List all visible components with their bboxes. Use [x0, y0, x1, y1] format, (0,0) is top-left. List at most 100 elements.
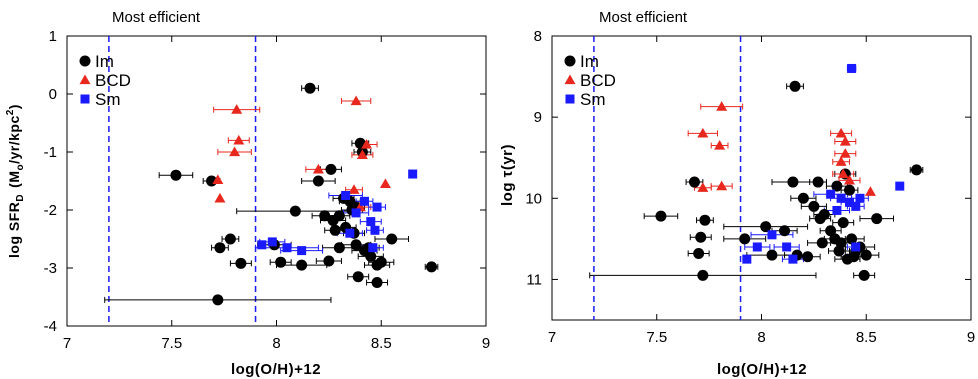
- y-tick-label: 1: [49, 28, 57, 45]
- data-point-im: [831, 180, 843, 192]
- legend-label-bcd: BCD: [95, 71, 131, 90]
- legend-marker-bcd: [79, 74, 91, 85]
- data-point-im: [816, 237, 828, 249]
- data-point-sm: [370, 225, 380, 235]
- data-point-im: [312, 175, 324, 187]
- data-point-bcd: [697, 127, 709, 138]
- data-point-sm: [408, 169, 418, 179]
- data-point-im: [212, 294, 224, 306]
- data-point-im: [818, 209, 830, 221]
- data-point-im: [860, 249, 872, 261]
- data-point-sm: [788, 254, 798, 264]
- data-point-sm: [359, 196, 369, 206]
- data-point-sm: [368, 243, 378, 253]
- x-tick-label: 9: [482, 335, 490, 352]
- legend-label-sm: Sm: [95, 90, 121, 109]
- data-point-bcd: [714, 140, 726, 150]
- x-tick-label: 9: [967, 329, 975, 346]
- data-point-im: [835, 237, 847, 249]
- data-point-sm: [851, 201, 861, 211]
- data-point-im: [789, 80, 801, 92]
- y-tick-label: -4: [44, 318, 57, 335]
- annotation-most-efficient: Most efficient: [112, 9, 201, 26]
- data-point-im: [352, 271, 364, 283]
- data-point-im: [333, 210, 345, 222]
- data-point-im: [235, 257, 247, 269]
- data-point-bcd: [214, 192, 226, 203]
- data-point-im: [296, 259, 308, 271]
- x-tick-label: 8: [272, 335, 280, 352]
- data-point-im: [911, 164, 923, 176]
- data-marks: [104, 36, 439, 326]
- x-axis-label: log(O/H)+12: [717, 361, 807, 378]
- data-point-im: [739, 233, 751, 245]
- x-tick-label: 7: [63, 335, 71, 352]
- data-point-im: [825, 225, 837, 237]
- data-point-bcd: [212, 174, 224, 184]
- data-point-im: [325, 163, 337, 175]
- data-point-im: [365, 250, 377, 262]
- data-point-im: [426, 261, 438, 273]
- data-point-bcd: [233, 134, 245, 145]
- legend-label-sm: Sm: [580, 90, 606, 109]
- data-point-sm: [826, 189, 836, 199]
- data-point-bcd: [697, 182, 709, 192]
- legend-marker-im: [564, 55, 576, 67]
- data-point-bcd: [843, 174, 855, 185]
- data-point-im: [871, 213, 883, 225]
- data-point-im: [350, 239, 362, 251]
- data-point-im: [808, 200, 820, 212]
- data-point-im: [858, 269, 870, 281]
- data-point-sm: [297, 246, 307, 256]
- annotation-most-efficient: Most efficient: [599, 9, 688, 26]
- data-point-im: [837, 217, 849, 229]
- data-point-im: [797, 192, 809, 204]
- data-point-im: [846, 233, 858, 245]
- data-point-im: [224, 233, 236, 245]
- x-tick-label: 8: [757, 329, 765, 346]
- data-point-im: [760, 221, 772, 233]
- data-point-bcd: [716, 101, 728, 111]
- data-point-sm: [267, 237, 277, 247]
- data-point-im: [333, 242, 345, 254]
- x-tick-label: 8.5: [856, 329, 877, 346]
- data-point-im: [766, 249, 778, 261]
- data-point-bcd: [361, 138, 373, 149]
- legend-label-bcd: BCD: [580, 71, 616, 90]
- data-point-im: [275, 256, 287, 268]
- y-tick-label: -3: [44, 260, 57, 277]
- data-point-sm: [832, 205, 842, 215]
- data-point-sm: [767, 230, 777, 240]
- data-point-im: [693, 247, 705, 259]
- data-point-bcd: [379, 178, 391, 189]
- data-point-bcd: [839, 135, 851, 146]
- x-tick-label: 8.5: [371, 335, 392, 352]
- y-axis-label: log τ(yr): [499, 144, 516, 206]
- data-point-im: [289, 205, 301, 217]
- data-point-im: [802, 251, 814, 263]
- data-point-im: [323, 255, 335, 267]
- x-tick-label: 7.5: [161, 335, 182, 352]
- data-point-sm: [847, 63, 857, 73]
- y-tick-label: 0: [49, 86, 57, 103]
- data-point-im: [329, 224, 341, 236]
- data-point-bcd: [716, 180, 728, 191]
- data-point-sm: [282, 243, 292, 253]
- data-point-im: [386, 233, 398, 245]
- y-axis-label: log SFRD(Mo/yr/kpc2): [5, 104, 26, 258]
- x-axis-label: log(O/H)+12: [231, 361, 321, 378]
- data-point-sm: [752, 242, 762, 252]
- y-tick-label: 8: [534, 28, 542, 45]
- data-point-sm: [257, 240, 267, 250]
- data-point-bcd: [229, 146, 241, 157]
- data-point-im: [843, 184, 855, 196]
- data-point-bcd: [864, 186, 876, 196]
- data-point-bcd: [312, 163, 324, 174]
- data-point-im: [214, 242, 226, 254]
- y-tick-label: 10: [525, 190, 542, 207]
- data-point-bcd: [835, 127, 847, 138]
- data-point-im: [699, 214, 711, 226]
